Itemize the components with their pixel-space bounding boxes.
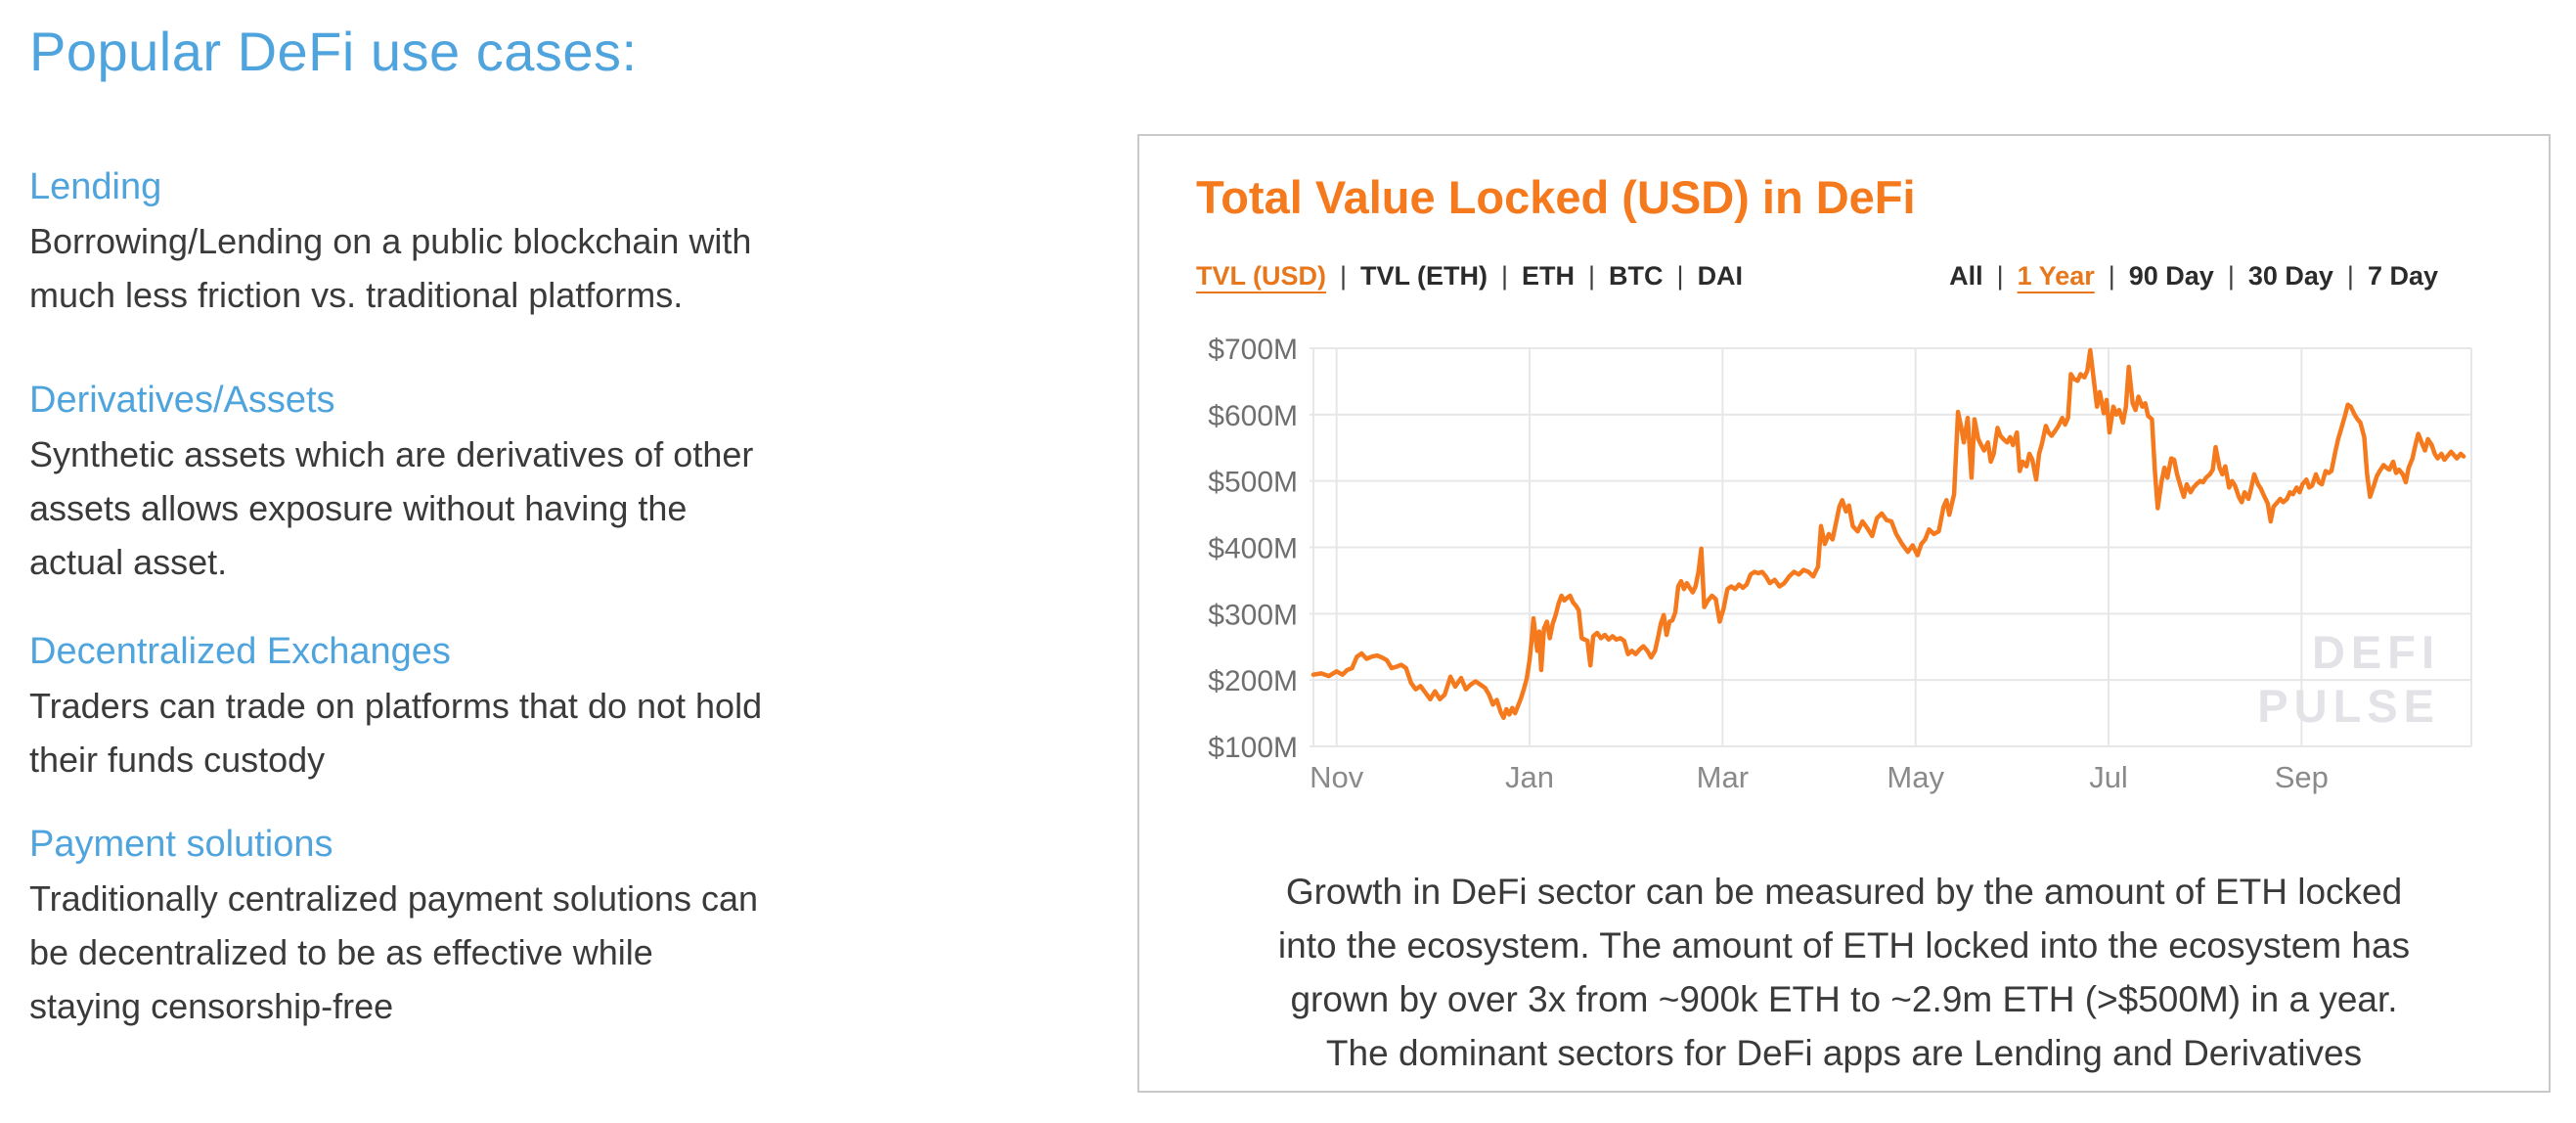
- use-case-heading: Lending: [29, 166, 162, 207]
- tab-1-year[interactable]: 1 Year: [2017, 261, 2095, 291]
- tab-90-day[interactable]: 90 Day: [2128, 261, 2214, 291]
- chart-title: Total Value Locked (USD) in DeFi: [1196, 171, 1916, 223]
- y-axis-label: $600M: [1208, 400, 1298, 432]
- x-axis-label: Sep: [2275, 760, 2329, 794]
- tab-30-day[interactable]: 30 Day: [2247, 261, 2333, 291]
- tvl-chart-card: Total Value Locked (USD) in DeFi TVL (US…: [1137, 134, 2551, 1093]
- use-case-body: Traders can trade on platforms that do n…: [29, 686, 763, 780]
- tvl-series-line: [1310, 347, 2466, 721]
- use-cases-column: Popular DeFi use cases: Lending Borrowing…: [29, 12, 1086, 1033]
- tab-separator: |: [2346, 261, 2354, 291]
- tab-separator: |: [1588, 261, 1596, 291]
- y-axis-label: $100M: [1208, 732, 1298, 764]
- tab-separator: |: [2108, 261, 2115, 291]
- range-tabs: All | 1 Year | 90 Day | 30 Day | 7 Day: [1949, 261, 2438, 292]
- tab-tvl-usd-[interactable]: TVL (USD): [1196, 261, 1326, 291]
- tab-all[interactable]: All: [1949, 261, 1983, 291]
- y-axis-label: $200M: [1208, 665, 1298, 697]
- y-axis-label: $700M: [1208, 334, 1298, 366]
- use-case-heading: Payment solutions: [29, 824, 333, 865]
- use-case-list: Lending Borrowing/Lending on a public blo…: [29, 160, 1086, 1033]
- use-case-body: Borrowing/Lending on a public blockchain…: [29, 221, 752, 315]
- tab-separator: |: [1996, 261, 2004, 291]
- x-axis-label: May: [1887, 760, 1944, 794]
- tab-separator: |: [1501, 261, 1509, 291]
- y-axis-label: $400M: [1208, 533, 1298, 565]
- use-case-heading: Decentralized Exchanges: [29, 631, 451, 672]
- use-case-derivatives-assets: Derivatives/Assets Synthetic assets which…: [29, 374, 1086, 589]
- page-title: Popular DeFi use cases:: [29, 21, 638, 82]
- defipulse-watermark: DEFI: [2312, 626, 2440, 678]
- tab-7-day[interactable]: 7 Day: [2367, 261, 2438, 291]
- tab-tvl-eth-[interactable]: TVL (ETH): [1360, 261, 1488, 291]
- metric-tabs: TVL (USD) | TVL (ETH) | ETH | BTC | DAI: [1196, 261, 1743, 292]
- defipulse-watermark: PULSE: [2257, 680, 2440, 732]
- x-axis-label: Nov: [1310, 760, 1364, 794]
- tab-separator: |: [1340, 261, 1348, 291]
- x-axis-label: Jul: [2089, 760, 2128, 794]
- tab-separator: |: [2227, 261, 2235, 291]
- chart-caption: Growth in DeFi sector can be measured by…: [1277, 872, 2411, 1073]
- x-axis-label: Jan: [1505, 760, 1554, 794]
- use-case-body: Traditionally centralized payment soluti…: [29, 878, 759, 1026]
- chart-toolbar: TVL (USD) | TVL (ETH) | ETH | BTC | DAI All | 1 Ye…: [1196, 261, 2492, 292]
- x-axis-label: Mar: [1697, 760, 1749, 794]
- tvl-line-chart: $100M $200M $300M $400M $500M $600M $700M Nov Ja…: [1208, 334, 2472, 794]
- tab-separator: |: [1676, 261, 1684, 291]
- y-axis-label: $300M: [1208, 599, 1298, 631]
- use-case-body: Synthetic assets which are derivatives o…: [29, 434, 754, 582]
- use-case-heading: Derivatives/Assets: [29, 380, 335, 421]
- use-case-decentralized-exchanges: Decentralized Exchanges Traders can trade…: [29, 625, 1086, 786]
- tab-btc[interactable]: BTC: [1609, 261, 1664, 291]
- y-axis-label: $500M: [1208, 467, 1298, 499]
- use-case-payment-solutions: Payment solutions Traditionally centraliz…: [29, 818, 1086, 1033]
- tab-eth[interactable]: ETH: [1522, 261, 1576, 291]
- use-case-lending: Lending Borrowing/Lending on a public blo…: [29, 160, 1086, 322]
- tab-dai[interactable]: DAI: [1697, 261, 1744, 291]
